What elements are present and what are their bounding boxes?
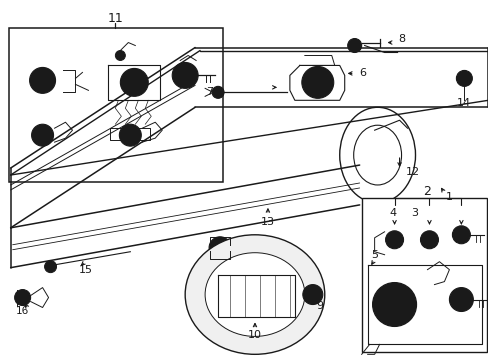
Circle shape xyxy=(172,62,198,88)
Text: 1: 1 xyxy=(445,192,452,202)
Circle shape xyxy=(372,283,416,327)
Circle shape xyxy=(115,50,125,60)
Circle shape xyxy=(389,235,399,245)
Text: 16: 16 xyxy=(16,306,29,316)
Circle shape xyxy=(307,289,317,300)
Circle shape xyxy=(382,293,406,316)
Text: 9: 9 xyxy=(316,301,323,311)
Circle shape xyxy=(30,67,56,93)
Bar xyxy=(9,28,223,182)
Ellipse shape xyxy=(339,107,415,203)
Circle shape xyxy=(32,124,53,146)
Circle shape xyxy=(385,231,403,249)
Circle shape xyxy=(455,71,471,86)
Circle shape xyxy=(302,285,322,305)
Text: 11: 11 xyxy=(107,12,123,25)
Ellipse shape xyxy=(185,235,324,354)
Circle shape xyxy=(301,67,333,98)
Ellipse shape xyxy=(353,125,401,185)
Text: 13: 13 xyxy=(261,217,274,227)
Bar xyxy=(361,198,487,352)
Text: 14: 14 xyxy=(456,98,470,108)
Text: 5: 5 xyxy=(370,250,377,260)
Circle shape xyxy=(424,235,433,245)
Text: 10: 10 xyxy=(247,330,262,341)
Ellipse shape xyxy=(204,253,304,336)
Circle shape xyxy=(178,68,192,82)
Circle shape xyxy=(119,124,141,146)
Circle shape xyxy=(15,289,31,306)
Text: 12: 12 xyxy=(405,167,419,177)
Circle shape xyxy=(209,237,230,259)
Circle shape xyxy=(36,73,49,87)
Text: 7: 7 xyxy=(205,87,213,97)
Circle shape xyxy=(455,230,466,240)
Circle shape xyxy=(44,261,57,273)
Circle shape xyxy=(212,86,224,98)
Circle shape xyxy=(124,129,136,141)
Text: 15: 15 xyxy=(78,265,92,275)
Circle shape xyxy=(420,231,438,249)
Text: 6: 6 xyxy=(359,68,366,78)
Circle shape xyxy=(214,242,225,254)
Circle shape xyxy=(120,68,148,96)
Text: 3: 3 xyxy=(410,208,417,218)
Circle shape xyxy=(448,288,472,311)
Text: 2: 2 xyxy=(423,185,430,198)
Text: 4: 4 xyxy=(388,208,395,218)
Circle shape xyxy=(347,39,361,53)
Text: 8: 8 xyxy=(398,33,405,44)
Circle shape xyxy=(451,226,469,244)
Circle shape xyxy=(454,293,467,306)
Circle shape xyxy=(308,73,326,91)
Circle shape xyxy=(37,129,48,141)
Circle shape xyxy=(459,75,468,82)
Circle shape xyxy=(127,75,141,89)
